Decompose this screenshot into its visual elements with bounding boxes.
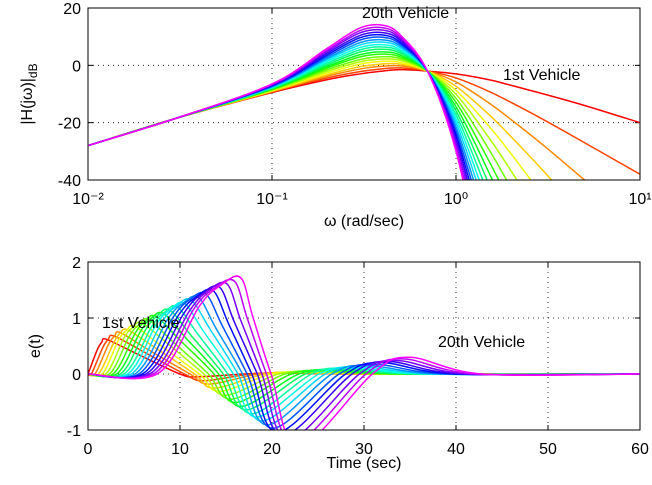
y-tick-label: 2: [72, 255, 81, 272]
y-tick-label: 0: [72, 58, 81, 75]
x-tick-label: 10⁰: [444, 191, 468, 208]
x-tick-label: 60: [631, 441, 649, 458]
y-tick-label: -20: [58, 116, 81, 133]
x-axis-label: Time (sec): [327, 455, 402, 472]
annotation: 20th Vehicle: [438, 334, 525, 351]
x-axis-label: ω (rad/sec): [324, 213, 404, 230]
y-axis-label-subscript: dB: [26, 63, 40, 78]
y-axis-label-main: |H(jω)|: [19, 78, 36, 125]
y-tick-label: -40: [58, 173, 81, 190]
series-line: [88, 295, 640, 426]
series-line: [88, 301, 640, 418]
y-axis-label: |H(jω)|dB: [19, 63, 40, 124]
annotation: 1st Vehicle: [102, 315, 179, 332]
series-line: [88, 304, 640, 415]
series-line: [88, 288, 640, 430]
x-tick-label: 10¹: [628, 191, 651, 208]
x-tick-label: 50: [539, 441, 557, 458]
plot-lines: [88, 23, 640, 180]
x-tick-label: 10⁻²: [72, 191, 104, 208]
series-line: [88, 23, 464, 180]
y-tick-label: 20: [63, 1, 81, 18]
series-line: [88, 281, 640, 430]
x-tick-label: 40: [447, 441, 465, 458]
axes-frame: [87, 7, 641, 181]
series-line: [88, 298, 640, 422]
annotation: 1st Vehicle: [503, 67, 580, 84]
y-tick-label: -1: [67, 423, 81, 440]
annotation: 20th Vehicle: [362, 5, 449, 22]
x-tick-label: 10⁻¹: [256, 191, 288, 208]
series-line: [88, 278, 640, 430]
y-axis-label-main: e(t): [27, 334, 44, 358]
x-tick-label: 0: [84, 441, 93, 458]
series-line: [88, 275, 640, 430]
y-tick-label: 1: [72, 311, 81, 328]
y-axis-label: e(t): [27, 334, 44, 358]
series-line: [88, 285, 640, 430]
plot-lines: [88, 275, 640, 430]
x-tick-label: 10: [171, 441, 189, 458]
x-tick-label: 30: [355, 441, 373, 458]
axes-frame: [87, 261, 641, 431]
y-tick-label: 0: [72, 367, 81, 384]
series-line: [88, 291, 640, 430]
x-tick-label: 20: [263, 441, 281, 458]
